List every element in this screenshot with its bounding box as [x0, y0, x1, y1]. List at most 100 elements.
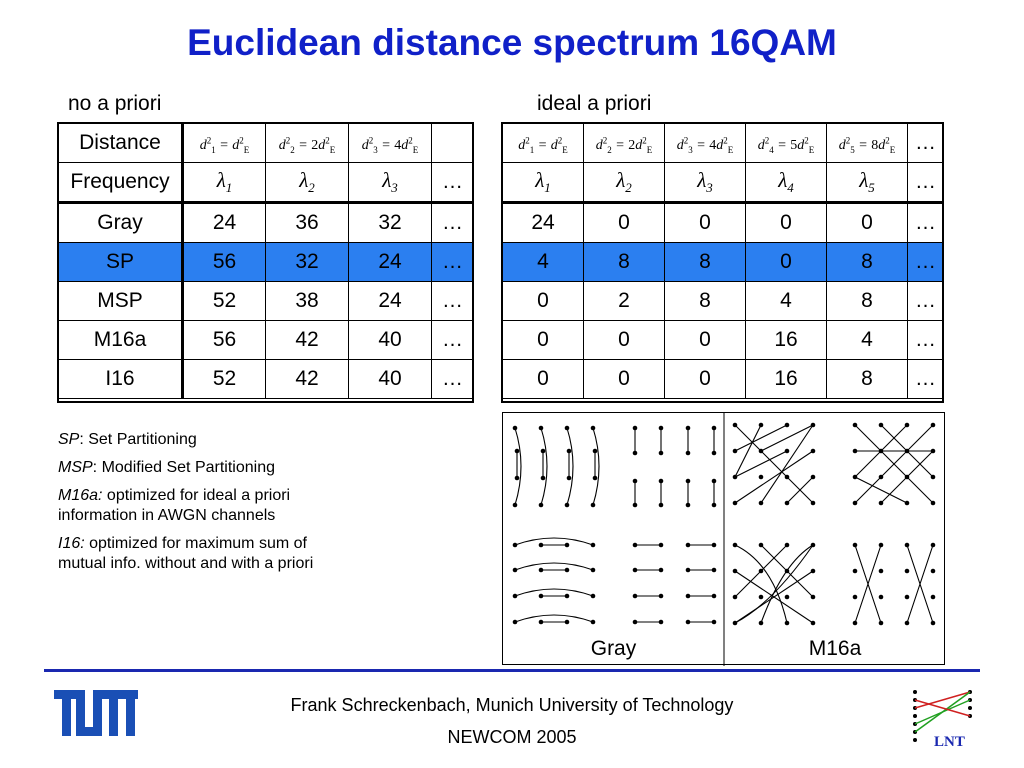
- table-cell: 8: [583, 242, 665, 282]
- gray-top-right-graph: [632, 425, 717, 508]
- lambda-2: λ2: [583, 162, 665, 203]
- mapping-edge: [734, 544, 788, 598]
- gray-top-left-graph: [512, 425, 600, 508]
- mapping-name: I16: [58, 359, 184, 399]
- table-cell: 42: [265, 359, 349, 399]
- constellation-point: [904, 594, 910, 600]
- lambda-1: λ1: [502, 162, 584, 203]
- mapping-edge: [734, 424, 788, 452]
- table-row: I16 52 42 40 …: [58, 359, 474, 399]
- table-cell: 0: [664, 320, 746, 360]
- table-cell: 4: [826, 320, 908, 360]
- table-cell: …: [431, 359, 474, 399]
- distance-empty: [431, 123, 474, 163]
- table-cell: 4: [502, 242, 584, 282]
- table-cell: 0: [583, 201, 665, 243]
- distance-d2: d22 = 2d2E: [265, 123, 349, 163]
- distance-d3: d23 = 4d2E: [348, 123, 432, 163]
- mapping-edge: [514, 537, 594, 546]
- table-cell: …: [907, 359, 944, 399]
- distance-row: d21 = d2E d22 = 2d2E d23 = 4d2E d24 = 5d…: [502, 123, 944, 163]
- mapping-edge: [734, 424, 814, 504]
- mapping-edge: [734, 544, 788, 624]
- mapping-name: MSP: [58, 281, 184, 321]
- mapping-diagram-svg: [512, 413, 936, 666]
- table-cell: 32: [265, 242, 349, 282]
- frequency-ellipsis: …: [907, 162, 944, 203]
- table-cell: 56: [182, 242, 266, 282]
- mapping-edge: [592, 427, 600, 506]
- lambda-3: λ3: [348, 162, 432, 203]
- mapping-edge: [734, 450, 814, 504]
- distance-d1: d21 = d2E: [182, 123, 266, 163]
- table-cell: …: [907, 281, 944, 321]
- constellation-point: [930, 620, 936, 626]
- table-cell: 2: [583, 281, 665, 321]
- m16a-caption: M16a: [808, 637, 862, 660]
- table-cell: 8: [826, 359, 908, 399]
- distance-ellipsis: …: [907, 123, 944, 163]
- frequency-row: λ1 λ2 λ3 λ4 λ5 …: [502, 162, 944, 203]
- mapping-edge: [514, 562, 594, 571]
- constellation-point: [784, 620, 790, 626]
- table-cell: …: [431, 242, 474, 282]
- table-cell: 8: [664, 281, 746, 321]
- legend-i16: I16: optimized for maximum sum of mutual…: [58, 535, 314, 572]
- table-cell: 52: [182, 281, 266, 321]
- lambda-3: λ3: [664, 162, 746, 203]
- constellation-point: [852, 594, 858, 600]
- table-cell: …: [431, 281, 474, 321]
- table-cell: 0: [664, 201, 746, 243]
- mapping-edge: [880, 450, 934, 504]
- mapping-diagram: Gray M16a: [502, 412, 945, 666]
- table-cell: 42: [265, 320, 349, 360]
- legend-msp: MSP: Modified Set Partitioning: [58, 459, 275, 476]
- distance-d4: d24 = 5d2E: [745, 123, 827, 163]
- mapping-edge: [786, 476, 814, 504]
- mapping-edge: [734, 570, 814, 624]
- table-row: 0 0 0 16 4 …: [502, 320, 944, 360]
- table-row: 24 0 0 0 0 …: [502, 201, 944, 243]
- mapping-edge: [514, 614, 594, 623]
- table-cell: 36: [265, 201, 349, 243]
- mapping-edge: [760, 424, 814, 504]
- table-cell: 8: [664, 242, 746, 282]
- table-cell: …: [431, 201, 474, 243]
- footer-event: NEWCOM 2005: [447, 727, 577, 747]
- lnt-logo-text: LNT: [934, 734, 965, 750]
- left-table-label: no a priori: [68, 92, 162, 115]
- legend-sp: SP: Set Partitioning: [58, 431, 197, 448]
- constellation-point: [878, 568, 884, 574]
- distance-row: Distance d21 = d2E d22 = 2d2E d23 = 4d2E: [58, 123, 474, 163]
- constellation-point: [930, 594, 936, 600]
- lambda-4: λ4: [745, 162, 827, 203]
- frequency-ellipsis: …: [431, 162, 474, 203]
- right-table-label: ideal a priori: [537, 92, 652, 115]
- constellation-point: [758, 474, 764, 480]
- table-cell: 0: [502, 281, 584, 321]
- lambda-1: λ1: [182, 162, 266, 203]
- constellation-point: [878, 620, 884, 626]
- table-cell: 0: [664, 359, 746, 399]
- mapping-edge: [514, 588, 594, 597]
- constellation-point: [852, 568, 858, 574]
- gray-bottom-right-graph: [632, 542, 717, 625]
- table-row: 0 2 8 4 8 …: [502, 281, 944, 321]
- mapping-edge: [760, 424, 814, 452]
- gray-bottom-left-graph: [512, 537, 596, 625]
- table-cell: 32: [348, 201, 432, 243]
- constellation-point: [930, 568, 936, 574]
- table-cell: 16: [745, 320, 827, 360]
- table-cell: …: [907, 201, 944, 243]
- lambda-2: λ2: [265, 162, 349, 203]
- constellation-point: [878, 594, 884, 600]
- left-distance-table: Distance d21 = d2E d22 = 2d2E d23 = 4d2E…: [58, 123, 474, 399]
- table-cell: 0: [583, 359, 665, 399]
- table-cell: 24: [348, 242, 432, 282]
- table-cell: …: [907, 242, 944, 282]
- distance-d1: d21 = d2E: [502, 123, 584, 163]
- table-row-highlighted: SP 56 32 24 …: [58, 242, 474, 282]
- distance-d5: d25 = 8d2E: [826, 123, 908, 163]
- mapping-edge: [906, 544, 934, 624]
- frequency-row: Frequency λ1 λ2 λ3 …: [58, 162, 474, 203]
